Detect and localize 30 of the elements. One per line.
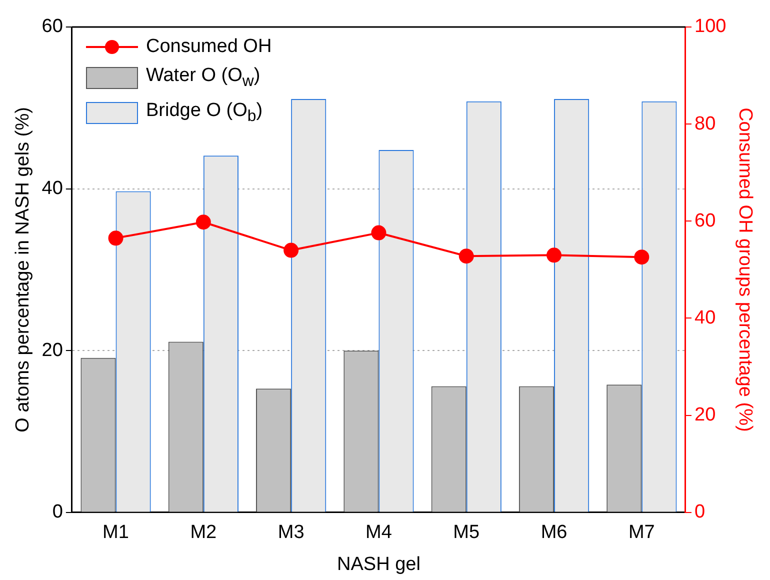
y2-tick-label: 80 — [694, 113, 716, 134]
point — [284, 242, 299, 258]
legend-label: Bridge O (O$_{b}$) — [146, 98, 263, 127]
x-tick-label: M1 — [102, 522, 129, 544]
y-tick-label: 20 — [42, 340, 63, 361]
legend-label: Consumed OH — [146, 35, 272, 59]
point — [196, 214, 211, 230]
legend-label: Water O (O$_{w}$) — [146, 64, 260, 92]
y-tick-label: 0 — [52, 502, 63, 523]
y2-axis-title: Consumed OH groups percentage (%) — [734, 108, 756, 432]
x-tick-label: M5 — [453, 522, 480, 544]
point — [546, 248, 562, 263]
y2-tick-label: 0 — [694, 502, 706, 523]
x-tick-label: M7 — [628, 522, 655, 544]
x-tick-label: M3 — [278, 522, 304, 544]
point — [371, 225, 386, 240]
point — [108, 230, 124, 246]
y-axis-title: O atoms percentage in NASH gels (%) — [12, 107, 34, 432]
y2-tick-label: 100 — [694, 16, 726, 38]
y-tick-label: 40 — [42, 178, 63, 200]
y2-tick-label: 40 — [694, 307, 716, 328]
point — [458, 248, 474, 264]
y-tick-label: 60 — [42, 16, 63, 38]
x-tick-label: M2 — [190, 522, 217, 544]
y2-tick-label: 20 — [694, 404, 716, 426]
x-tick-label: M6 — [540, 522, 568, 544]
y2-tick-label: 60 — [694, 210, 716, 232]
x-axis-title: NASH gel — [337, 554, 420, 575]
x-tick-label: M4 — [366, 522, 392, 544]
point — [634, 250, 650, 265]
